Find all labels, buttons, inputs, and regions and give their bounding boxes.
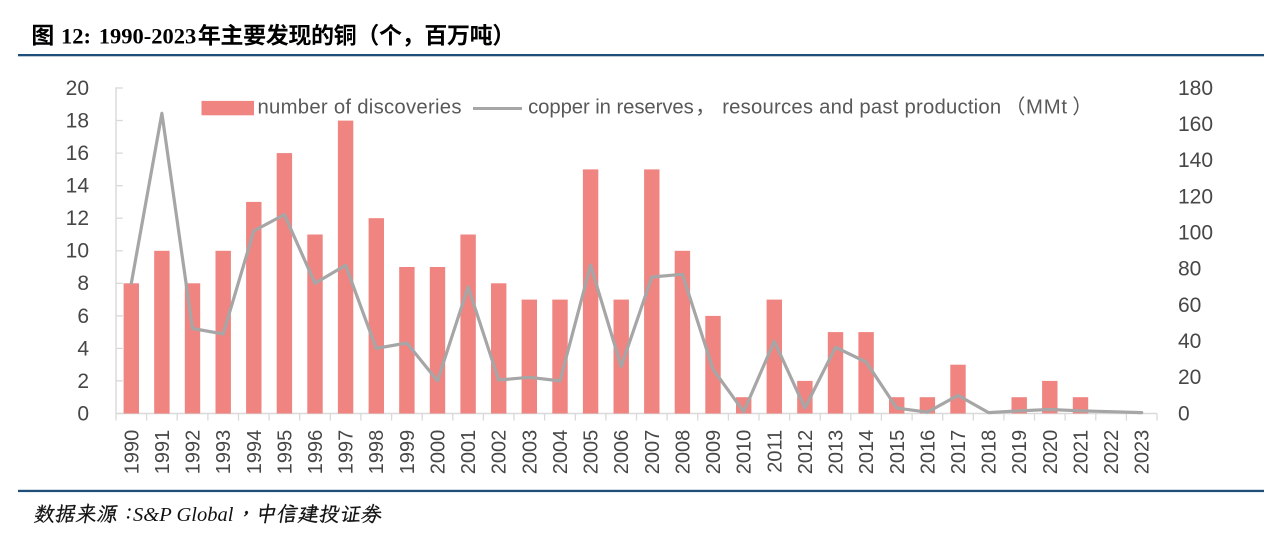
svg-text:1990-2023: 1990-2023 xyxy=(99,24,197,49)
svg-text:2006: 2006 xyxy=(611,430,633,475)
svg-text:4: 4 xyxy=(77,337,89,360)
svg-text:40: 40 xyxy=(1178,330,1201,353)
svg-text:2020: 2020 xyxy=(1040,430,1062,475)
svg-text:1993: 1993 xyxy=(213,430,235,475)
svg-text:number of discoveries: number of discoveries xyxy=(258,97,462,119)
svg-text:20: 20 xyxy=(1178,366,1201,389)
svg-text:2015: 2015 xyxy=(887,430,909,475)
svg-text:1996: 1996 xyxy=(305,430,327,475)
svg-text:2021: 2021 xyxy=(1071,430,1093,475)
svg-text:140: 140 xyxy=(1178,149,1213,172)
svg-text:2022: 2022 xyxy=(1101,430,1123,475)
svg-text:16: 16 xyxy=(66,142,89,165)
svg-text:20: 20 xyxy=(66,77,89,100)
svg-text:120: 120 xyxy=(1178,185,1213,208)
svg-text:resources and past production: resources and past production xyxy=(722,97,1001,119)
svg-text:copper in reserves: copper in reserves xyxy=(528,97,694,119)
svg-text:60: 60 xyxy=(1178,294,1201,317)
svg-text:2007: 2007 xyxy=(642,430,664,475)
svg-text:0: 0 xyxy=(1178,402,1190,425)
svg-text:10: 10 xyxy=(66,240,89,263)
svg-text:2012: 2012 xyxy=(795,430,817,475)
svg-text:MMt: MMt xyxy=(1026,97,1068,119)
svg-text:2013: 2013 xyxy=(826,430,848,475)
svg-text:2010: 2010 xyxy=(734,430,756,475)
svg-text:2014: 2014 xyxy=(856,430,878,475)
svg-text:1994: 1994 xyxy=(244,430,266,475)
svg-text:1990: 1990 xyxy=(121,430,143,475)
svg-text:14: 14 xyxy=(66,175,90,198)
svg-text:1999: 1999 xyxy=(397,430,419,475)
svg-text:2: 2 xyxy=(77,370,89,393)
svg-text:80: 80 xyxy=(1178,258,1201,281)
svg-text:160: 160 xyxy=(1178,113,1213,136)
svg-text:2019: 2019 xyxy=(1009,430,1031,475)
svg-text:2018: 2018 xyxy=(979,430,1001,475)
svg-text:0: 0 xyxy=(77,402,89,425)
svg-text:S&P Global: S&P Global xyxy=(133,504,234,526)
svg-text:1998: 1998 xyxy=(366,430,388,475)
svg-text:18: 18 xyxy=(66,110,89,133)
svg-text:2023: 2023 xyxy=(1132,430,1154,475)
svg-text:2000: 2000 xyxy=(428,430,450,475)
svg-text:6: 6 xyxy=(77,305,89,328)
svg-text:180: 180 xyxy=(1178,77,1213,100)
svg-text:2004: 2004 xyxy=(550,430,572,475)
svg-text:1997: 1997 xyxy=(336,430,358,475)
svg-text:2005: 2005 xyxy=(581,430,603,475)
svg-text:8: 8 xyxy=(77,272,89,295)
svg-text:1991: 1991 xyxy=(152,430,174,475)
svg-text:2008: 2008 xyxy=(672,430,694,475)
svg-text:12: 12 xyxy=(66,207,89,230)
svg-text:2017: 2017 xyxy=(948,430,970,475)
svg-text:2003: 2003 xyxy=(519,430,541,475)
svg-text:2009: 2009 xyxy=(703,430,725,475)
svg-text:100: 100 xyxy=(1178,222,1213,245)
svg-text:2016: 2016 xyxy=(917,430,939,475)
svg-text:2001: 2001 xyxy=(458,430,480,475)
svg-text:2011: 2011 xyxy=(764,430,786,473)
svg-text:12:: 12: xyxy=(61,24,91,49)
svg-text:1992: 1992 xyxy=(183,430,205,475)
svg-text:2002: 2002 xyxy=(489,430,511,475)
svg-text:1995: 1995 xyxy=(274,430,296,475)
